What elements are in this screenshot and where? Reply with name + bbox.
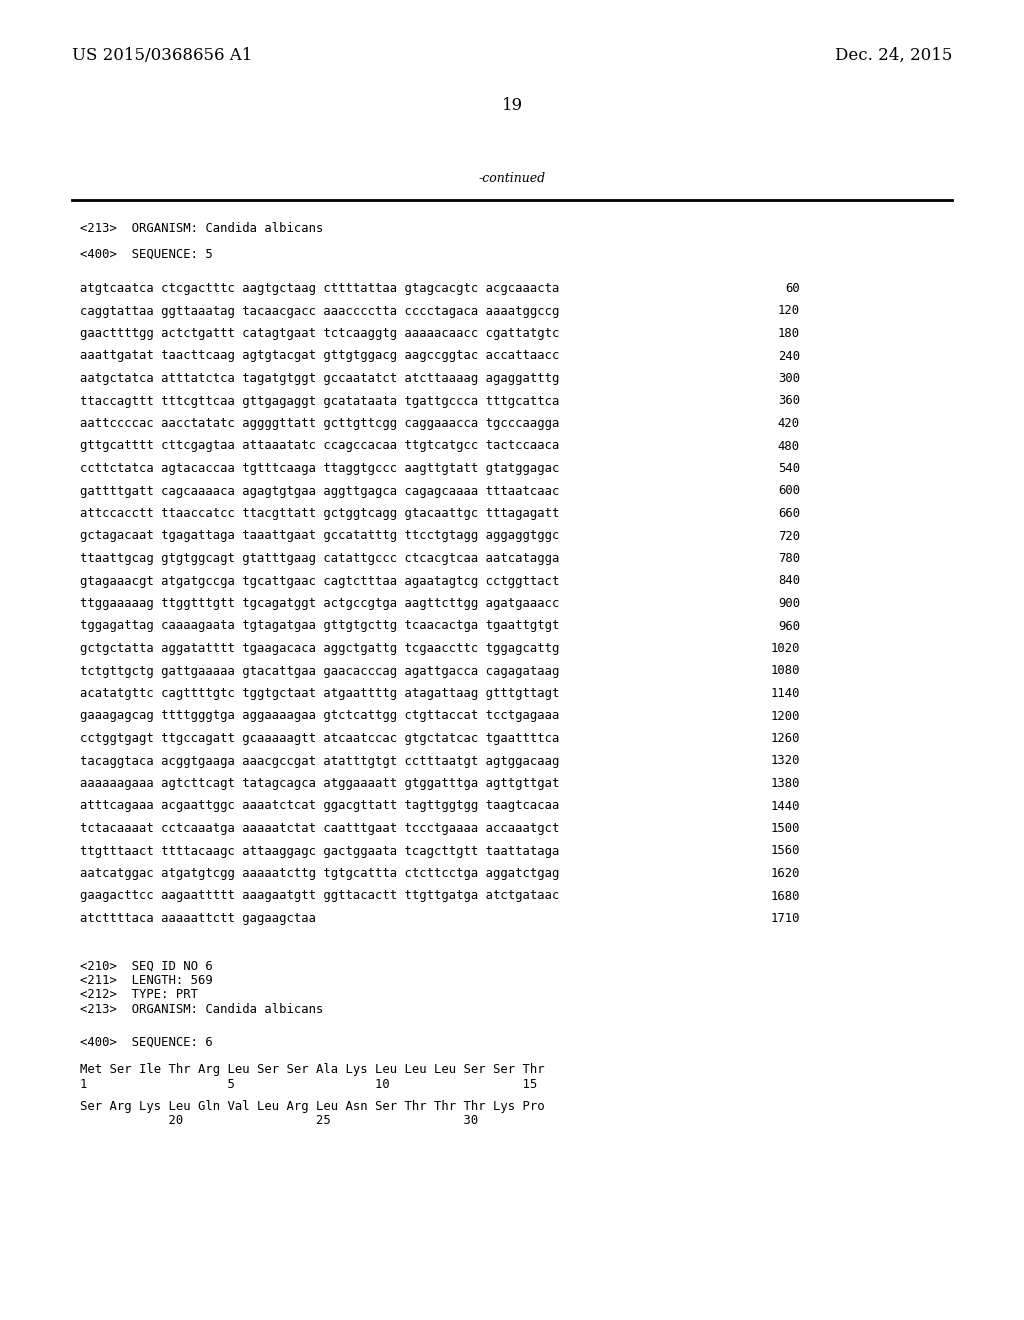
Text: 240: 240 xyxy=(778,350,800,363)
Text: atgtcaatca ctcgactttc aagtgctaag cttttattaa gtagcacgtc acgcaaacta: atgtcaatca ctcgactttc aagtgctaag cttttat… xyxy=(80,282,559,294)
Text: gattttgatt cagcaaaaca agagtgtgaa aggttgagca cagagcaaaa tttaatcaac: gattttgatt cagcaaaaca agagtgtgaa aggttga… xyxy=(80,484,559,498)
Text: aatcatggac atgatgtcgg aaaaatcttg tgtgcattta ctcttcctga aggatctgag: aatcatggac atgatgtcgg aaaaatcttg tgtgcat… xyxy=(80,867,559,880)
Text: gctgctatta aggatatttt tgaagacaca aggctgattg tcgaaccttc tggagcattg: gctgctatta aggatatttt tgaagacaca aggctga… xyxy=(80,642,559,655)
Text: 1620: 1620 xyxy=(770,867,800,880)
Text: 1200: 1200 xyxy=(770,710,800,722)
Text: 20                  25                  30: 20 25 30 xyxy=(80,1114,478,1127)
Text: 540: 540 xyxy=(778,462,800,475)
Text: 300: 300 xyxy=(778,372,800,385)
Text: <210>  SEQ ID NO 6: <210> SEQ ID NO 6 xyxy=(80,960,213,973)
Text: 1710: 1710 xyxy=(770,912,800,925)
Text: <400>  SEQUENCE: 6: <400> SEQUENCE: 6 xyxy=(80,1035,213,1048)
Text: 1500: 1500 xyxy=(770,822,800,836)
Text: gctagacaat tgagattaga taaattgaat gccatatttg ttcctgtagg aggaggtggc: gctagacaat tgagattaga taaattgaat gccatat… xyxy=(80,529,559,543)
Text: <400>  SEQUENCE: 5: <400> SEQUENCE: 5 xyxy=(80,248,213,261)
Text: 180: 180 xyxy=(778,327,800,341)
Text: 1020: 1020 xyxy=(770,642,800,655)
Text: US 2015/0368656 A1: US 2015/0368656 A1 xyxy=(72,46,252,63)
Text: tctgttgctg gattgaaaaa gtacattgaa gaacacccag agattgacca cagagataag: tctgttgctg gattgaaaaa gtacattgaa gaacacc… xyxy=(80,664,559,677)
Text: 1140: 1140 xyxy=(770,686,800,700)
Text: ccttctatca agtacaccaa tgtttcaaga ttaggtgccc aagttgtatt gtatggagac: ccttctatca agtacaccaa tgtttcaaga ttaggtg… xyxy=(80,462,559,475)
Text: Dec. 24, 2015: Dec. 24, 2015 xyxy=(835,46,952,63)
Text: 120: 120 xyxy=(778,305,800,318)
Text: 720: 720 xyxy=(778,529,800,543)
Text: 1440: 1440 xyxy=(770,800,800,813)
Text: 1680: 1680 xyxy=(770,890,800,903)
Text: gtagaaacgt atgatgccga tgcattgaac cagtctttaa agaatagtcg cctggttact: gtagaaacgt atgatgccga tgcattgaac cagtctt… xyxy=(80,574,559,587)
Text: caggtattaa ggttaaatag tacaacgacc aaacccctta cccctagaca aaaatggccg: caggtattaa ggttaaatag tacaacgacc aaacccc… xyxy=(80,305,559,318)
Text: 1320: 1320 xyxy=(770,755,800,767)
Text: Ser Arg Lys Leu Gln Val Leu Arg Leu Asn Ser Thr Thr Thr Lys Pro: Ser Arg Lys Leu Gln Val Leu Arg Leu Asn … xyxy=(80,1100,545,1113)
Text: <211>  LENGTH: 569: <211> LENGTH: 569 xyxy=(80,974,213,987)
Text: Met Ser Ile Thr Arg Leu Ser Ser Ala Lys Leu Leu Leu Ser Ser Thr: Met Ser Ile Thr Arg Leu Ser Ser Ala Lys … xyxy=(80,1064,545,1077)
Text: <213>  ORGANISM: Candida albicans: <213> ORGANISM: Candida albicans xyxy=(80,1003,324,1016)
Text: atcttttaca aaaaattctt gagaagctaa: atcttttaca aaaaattctt gagaagctaa xyxy=(80,912,316,925)
Text: 600: 600 xyxy=(778,484,800,498)
Text: ttaattgcag gtgtggcagt gtatttgaag catattgccc ctcacgtcaa aatcatagga: ttaattgcag gtgtggcagt gtatttgaag catattg… xyxy=(80,552,559,565)
Text: aatgctatca atttatctca tagatgtggt gccaatatct atcttaaaag agaggatttg: aatgctatca atttatctca tagatgtggt gccaata… xyxy=(80,372,559,385)
Text: acatatgttc cagttttgtc tggtgctaat atgaattttg atagattaag gtttgttagt: acatatgttc cagttttgtc tggtgctaat atgaatt… xyxy=(80,686,559,700)
Text: ttgtttaact ttttacaagc attaaggagc gactggaata tcagcttgtt taattataga: ttgtttaact ttttacaagc attaaggagc gactgga… xyxy=(80,845,559,858)
Text: cctggtgagt ttgccagatt gcaaaaagtt atcaatccac gtgctatcac tgaattttca: cctggtgagt ttgccagatt gcaaaaagtt atcaatc… xyxy=(80,733,559,744)
Text: attccacctt ttaaccatcc ttacgttatt gctggtcagg gtacaattgc tttagagatt: attccacctt ttaaccatcc ttacgttatt gctggtc… xyxy=(80,507,559,520)
Text: 900: 900 xyxy=(778,597,800,610)
Text: 360: 360 xyxy=(778,395,800,408)
Text: 1080: 1080 xyxy=(770,664,800,677)
Text: atttcagaaa acgaattggc aaaatctcat ggacgttatt tagttggtgg taagtcacaa: atttcagaaa acgaattggc aaaatctcat ggacgtt… xyxy=(80,800,559,813)
Text: <213>  ORGANISM: Candida albicans: <213> ORGANISM: Candida albicans xyxy=(80,222,324,235)
Text: tctacaaaat cctcaaatga aaaaatctat caatttgaat tccctgaaaa accaaatgct: tctacaaaat cctcaaatga aaaaatctat caatttg… xyxy=(80,822,559,836)
Text: gaacttttgg actctgattt catagtgaat tctcaaggtg aaaaacaacc cgattatgtc: gaacttttgg actctgattt catagtgaat tctcaag… xyxy=(80,327,559,341)
Text: -continued: -continued xyxy=(478,172,546,185)
Text: tacaggtaca acggtgaaga aaacgccgat atatttgtgt cctttaatgt agtggacaag: tacaggtaca acggtgaaga aaacgccgat atatttg… xyxy=(80,755,559,767)
Text: 1                   5                   10                  15: 1 5 10 15 xyxy=(80,1078,538,1092)
Text: 840: 840 xyxy=(778,574,800,587)
Text: 780: 780 xyxy=(778,552,800,565)
Text: 960: 960 xyxy=(778,619,800,632)
Text: 1380: 1380 xyxy=(770,777,800,789)
Text: gttgcatttt cttcgagtaa attaaatatc ccagccacaa ttgtcatgcc tactccaaca: gttgcatttt cttcgagtaa attaaatatc ccagcca… xyxy=(80,440,559,453)
Text: 480: 480 xyxy=(778,440,800,453)
Text: ttggaaaaag ttggtttgtt tgcagatggt actgccgtga aagttcttgg agatgaaacc: ttggaaaaag ttggtttgtt tgcagatggt actgccg… xyxy=(80,597,559,610)
Text: gaaagagcag ttttgggtga aggaaaagaa gtctcattgg ctgttaccat tcctgagaaa: gaaagagcag ttttgggtga aggaaaagaa gtctcat… xyxy=(80,710,559,722)
Text: aaattgatat taacttcaag agtgtacgat gttgtggacg aagccggtac accattaacc: aaattgatat taacttcaag agtgtacgat gttgtgg… xyxy=(80,350,559,363)
Text: 60: 60 xyxy=(785,282,800,294)
Text: 420: 420 xyxy=(778,417,800,430)
Text: 1260: 1260 xyxy=(770,733,800,744)
Text: aattccccac aacctatatc aggggttatt gcttgttcgg caggaaacca tgcccaagga: aattccccac aacctatatc aggggttatt gcttgtt… xyxy=(80,417,559,430)
Text: 660: 660 xyxy=(778,507,800,520)
Text: <212>  TYPE: PRT: <212> TYPE: PRT xyxy=(80,989,198,1002)
Text: 1560: 1560 xyxy=(770,845,800,858)
Text: tggagattag caaaagaata tgtagatgaa gttgtgcttg tcaacactga tgaattgtgt: tggagattag caaaagaata tgtagatgaa gttgtgc… xyxy=(80,619,559,632)
Text: ttaccagttt tttcgttcaa gttgagaggt gcatataata tgattgccca tttgcattca: ttaccagttt tttcgttcaa gttgagaggt gcatata… xyxy=(80,395,559,408)
Text: aaaaaagaaa agtcttcagt tatagcagca atggaaaatt gtggatttga agttgttgat: aaaaaagaaa agtcttcagt tatagcagca atggaaa… xyxy=(80,777,559,789)
Text: gaagacttcc aagaattttt aaagaatgtt ggttacactt ttgttgatga atctgataac: gaagacttcc aagaattttt aaagaatgtt ggttaca… xyxy=(80,890,559,903)
Text: 19: 19 xyxy=(502,96,522,114)
